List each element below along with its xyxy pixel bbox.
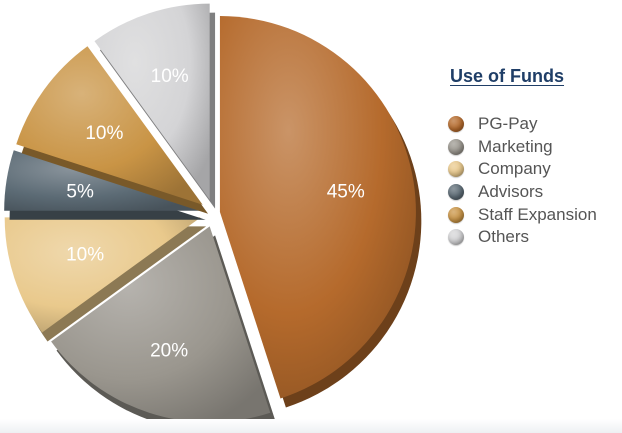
legend-item: Advisors	[448, 181, 620, 204]
legend-label: Advisors	[478, 182, 544, 202]
legend-label: Staff Expansion	[478, 204, 597, 224]
pie-slice	[4, 217, 201, 333]
legend-label: Marketing	[478, 136, 553, 156]
legend-item: Staff Expansion	[448, 203, 620, 226]
legend-item: Marketing	[448, 136, 620, 159]
legend-swatch	[448, 184, 464, 201]
slice-label: 10%	[66, 244, 104, 265]
chart-title: Use of Funds	[450, 66, 565, 86]
legend-swatch	[448, 161, 464, 178]
pie-slice	[51, 226, 271, 423]
legend-swatch	[448, 138, 464, 155]
legend-item: Others	[448, 226, 620, 249]
pie-slice	[219, 16, 416, 399]
slice-label: 5%	[66, 181, 94, 202]
slice-label: 45%	[327, 182, 365, 203]
pie-slice	[4, 150, 201, 211]
bottom-band	[0, 419, 622, 433]
slice-label: 10%	[85, 123, 123, 144]
pie-slice	[94, 3, 210, 200]
legend-item: PG-Pay	[448, 113, 620, 136]
slice-label: 10%	[151, 66, 189, 87]
legend-item: Company	[448, 158, 620, 181]
legend-label: PG-Pay	[478, 114, 538, 134]
legend: Use of Funds PG-Pay Marketing Company Ad…	[448, 66, 620, 249]
legend-label: Others	[478, 227, 530, 247]
legend-label: Company	[478, 159, 551, 179]
legend-swatch	[448, 206, 464, 223]
slice-label: 20%	[150, 341, 188, 362]
legend-list: PG-Pay Marketing Company Advisors Staff …	[448, 113, 620, 249]
legend-swatch	[448, 229, 464, 246]
pie-slice	[16, 46, 203, 205]
legend-swatch	[448, 116, 464, 133]
